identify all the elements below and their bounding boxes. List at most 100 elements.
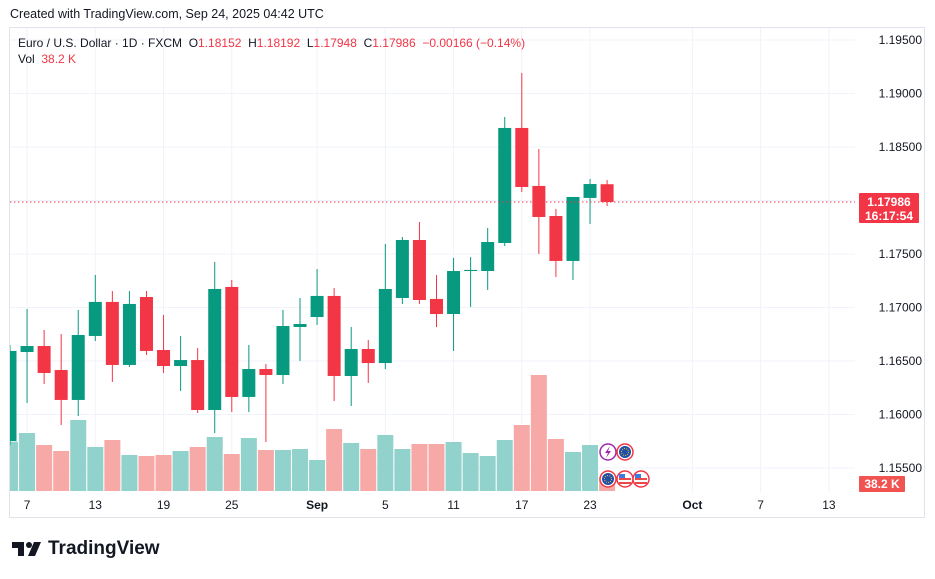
candle-body bbox=[71, 334, 85, 400]
candle-body bbox=[310, 295, 324, 318]
volume-bar bbox=[326, 429, 343, 491]
candle bbox=[225, 280, 239, 413]
x-tick-label: 23 bbox=[583, 498, 597, 512]
candle bbox=[549, 208, 563, 278]
volume-bar bbox=[394, 449, 411, 491]
candle-body bbox=[532, 185, 546, 217]
high-value: 1.18192 bbox=[256, 36, 301, 50]
candle-body bbox=[361, 349, 375, 364]
us-flag-stripe bbox=[635, 482, 647, 484]
candle bbox=[242, 344, 256, 413]
tradingview-logo-icon bbox=[12, 542, 41, 556]
candle-body bbox=[139, 297, 153, 351]
candle-body bbox=[344, 349, 358, 376]
chart-panel[interactable] bbox=[9, 27, 925, 518]
candle bbox=[310, 268, 324, 325]
candle bbox=[430, 274, 443, 327]
us-flag-event-icon[interactable] bbox=[632, 470, 650, 488]
volume-row: Vol 38.2 K bbox=[18, 51, 525, 67]
candle bbox=[583, 178, 597, 224]
volume-bar bbox=[513, 425, 530, 491]
volume-bar bbox=[479, 456, 496, 491]
volume-bar bbox=[274, 450, 291, 491]
volume-bar bbox=[53, 451, 70, 491]
close-label: C bbox=[363, 36, 373, 50]
volume-bar bbox=[377, 435, 394, 491]
volume-tag bbox=[859, 476, 905, 492]
x-tick-label: 17 bbox=[515, 498, 529, 512]
volume-bar bbox=[292, 449, 309, 491]
candle bbox=[71, 309, 85, 416]
volume-bar bbox=[445, 442, 462, 491]
symbol-title: Euro / U.S. Dollar · 1D · FXCM bbox=[18, 36, 183, 50]
candle bbox=[88, 274, 102, 341]
volume-bar bbox=[530, 375, 547, 491]
y-tick-label: 1.17000 bbox=[879, 301, 923, 315]
x-tick-label: 7 bbox=[757, 498, 764, 512]
candle bbox=[344, 326, 358, 406]
candle-body bbox=[481, 242, 495, 272]
us-flag-canton bbox=[619, 474, 625, 478]
candle-body bbox=[105, 301, 119, 365]
chart-legend: Euro / U.S. Dollar · 1D · FXCM O1.18152 … bbox=[18, 35, 525, 67]
us-flag-event-icon[interactable] bbox=[616, 470, 634, 488]
candle-body bbox=[276, 326, 290, 376]
candle-body bbox=[37, 346, 51, 373]
x-tick-label: Sep bbox=[306, 498, 328, 512]
tradingview-logo-text: TradingView bbox=[48, 538, 160, 559]
eu-flag-stars bbox=[604, 475, 612, 483]
candle bbox=[327, 288, 341, 402]
volume-bar bbox=[104, 440, 121, 491]
candle bbox=[139, 291, 153, 356]
eu-flag-event-icon[interactable] bbox=[599, 470, 617, 488]
candle bbox=[191, 347, 205, 414]
low-value: 1.17948 bbox=[313, 36, 357, 50]
candle bbox=[395, 236, 409, 304]
candle-body bbox=[464, 269, 478, 272]
candle bbox=[105, 291, 119, 382]
eu-flag-event-icon[interactable] bbox=[616, 443, 634, 461]
candle-body bbox=[54, 369, 68, 400]
volume-bar bbox=[309, 460, 326, 491]
open-label: O bbox=[188, 36, 199, 50]
volume-bar bbox=[428, 444, 445, 491]
candle bbox=[515, 72, 529, 192]
volume-bar bbox=[564, 452, 581, 491]
volume-bar bbox=[343, 443, 360, 491]
last-price-value: 1.17986 bbox=[867, 195, 911, 209]
candle-body bbox=[88, 301, 102, 336]
volume-value: 38.2 K bbox=[41, 52, 77, 66]
candle bbox=[259, 363, 273, 442]
candle bbox=[412, 222, 426, 304]
candle bbox=[37, 329, 51, 385]
lightning-event-icon[interactable] bbox=[599, 443, 617, 461]
y-tick-label: 1.15500 bbox=[879, 461, 923, 475]
volume-bar bbox=[496, 440, 513, 491]
x-tick-label: Oct bbox=[682, 498, 702, 512]
y-tick-label: 1.17500 bbox=[879, 247, 923, 261]
volume-bar bbox=[138, 456, 155, 491]
us-flag-stripe bbox=[635, 478, 647, 480]
y-tick-label: 1.19000 bbox=[879, 87, 923, 101]
close-value: 1.17986 bbox=[372, 36, 416, 50]
volume-bar bbox=[70, 420, 87, 491]
candle bbox=[378, 243, 392, 370]
candle-body bbox=[600, 184, 614, 202]
eu-flag-stars bbox=[621, 448, 629, 456]
x-tick-label: 25 bbox=[225, 498, 239, 512]
volume-label: Vol bbox=[18, 52, 35, 66]
candle bbox=[174, 335, 188, 391]
candle-body bbox=[191, 360, 205, 411]
volume-bar bbox=[36, 445, 53, 491]
candle bbox=[481, 227, 495, 290]
candle bbox=[276, 309, 290, 385]
candle-body bbox=[412, 239, 426, 301]
volume-tag-value: 38.2 K bbox=[864, 477, 900, 491]
volume-bar bbox=[360, 449, 377, 491]
x-tick-label: 13 bbox=[89, 498, 103, 512]
volume-bar bbox=[172, 451, 189, 491]
candle bbox=[122, 291, 136, 367]
volume-bar bbox=[582, 445, 599, 491]
tradingview-logo[interactable]: TradingView bbox=[12, 538, 160, 560]
